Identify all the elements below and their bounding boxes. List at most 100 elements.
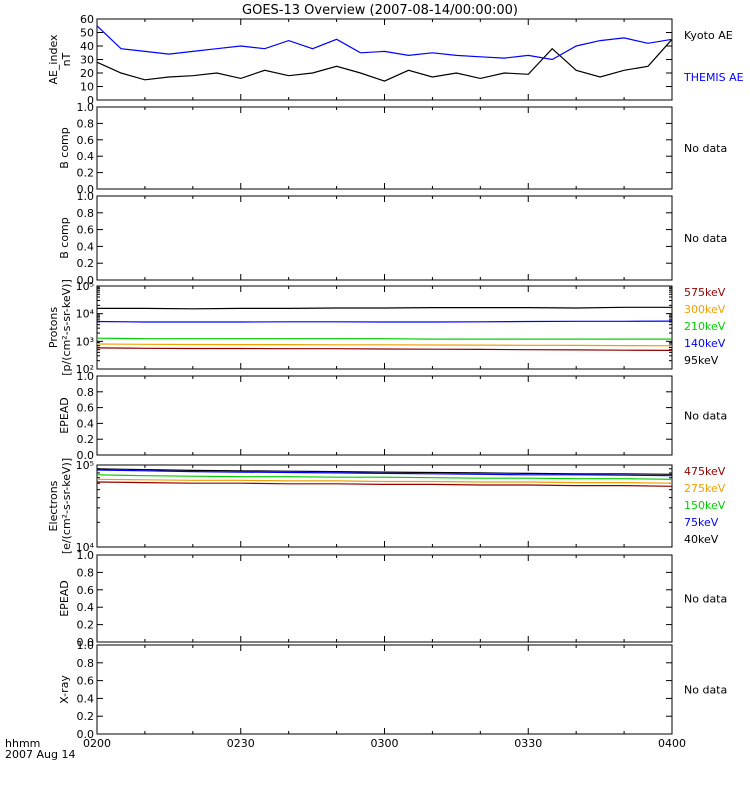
y-axis-label: [p/(cm²-s-sr-keV)]: [60, 279, 73, 376]
x-tick-label: 0330: [514, 737, 542, 750]
y-tick-label: 10: [80, 81, 94, 94]
series-line-kyoto-ae: [96, 38, 673, 82]
y-axis-label: AE_index: [47, 34, 60, 85]
series-line-140kev: [96, 320, 673, 323]
x-tick-label: 0400: [658, 737, 686, 750]
panel-frame: [96, 285, 673, 370]
legend-label-kyoto-ae: Kyoto AE: [684, 29, 733, 42]
legend-label-300kev: 300keV: [684, 303, 726, 316]
y-tick-label: 50: [80, 27, 94, 40]
y-tick-label: 20: [80, 67, 94, 80]
y-tick-label: 0.4: [77, 150, 95, 163]
y-axis-label: B comp: [58, 127, 71, 169]
no-data-label: No data: [684, 142, 727, 155]
y-tick-label: 0.0: [77, 274, 95, 287]
y-tick-label: 10⁵: [76, 459, 94, 472]
y-tick-label: 1.0: [77, 549, 95, 562]
y-axis-label: EPEAD: [58, 397, 71, 434]
y-tick-label: 30: [80, 54, 94, 67]
y-axis-label: Electrons: [47, 480, 60, 531]
panel-frame: [96, 375, 673, 456]
series-line-210kev: [96, 337, 672, 340]
y-tick-label: 1.0: [77, 370, 95, 383]
y-tick-label: 0.2: [77, 710, 95, 723]
panel-frame: [96, 106, 673, 190]
figure-title: GOES-13 Overview (2007-08-14/00:00:00): [242, 3, 518, 18]
time-axis-label-date: 2007 Aug 14: [5, 748, 75, 761]
y-tick-label: 0.8: [77, 566, 95, 579]
y-tick-label: 0.2: [77, 167, 95, 180]
no-data-label: No data: [684, 593, 727, 606]
y-tick-label: 0.0: [77, 636, 95, 649]
y-tick-label: 0.8: [77, 207, 95, 220]
legend-label-75kev: 75keV: [684, 516, 719, 529]
legend-label-575kev: 575keV: [684, 286, 726, 299]
y-tick-label: 10⁴: [76, 541, 95, 554]
panel-3: 0.0 0.2 0.4 0.6 0.8 1.0 B comp No data: [58, 190, 727, 287]
panel-6: 10⁴ 10⁵ Electrons [e/(cm²-s-sr-keV)] 475keV 2…: [47, 458, 726, 554]
y-axis-label: [e/(cm²-s-sr-keV)]: [60, 458, 73, 554]
series-line-475kev: [96, 481, 673, 487]
y-tick-label: 1.0: [77, 639, 95, 652]
series-line-275kev: [96, 478, 673, 484]
y-axis-label: EPEAD: [58, 580, 71, 617]
legend-label-40kev: 40keV: [684, 533, 719, 546]
legend-label-themis-ae: THEMIS AE: [683, 71, 744, 84]
y-tick-label: 1.0: [77, 190, 95, 203]
y-tick-label: 0.2: [77, 433, 95, 446]
y-tick-label: 0.4: [77, 240, 95, 253]
y-tick-label: 0.4: [77, 692, 95, 705]
y-tick-label: 60: [80, 13, 94, 26]
y-tick-label: 0.0: [77, 728, 95, 741]
y-tick-label: 0.4: [77, 601, 95, 614]
y-tick-label: 0.6: [77, 402, 95, 415]
panel-frame: [96, 554, 673, 643]
x-tick-label: 0300: [371, 737, 399, 750]
y-tick-label: 0.6: [77, 584, 95, 597]
y-tick-label: 0.0: [77, 449, 95, 462]
y-tick-label: 10³: [76, 335, 94, 348]
y-tick-label: 0.0: [77, 183, 95, 196]
y-tick-label: 0.8: [77, 117, 95, 130]
y-tick-label: 40: [80, 40, 94, 53]
y-tick-label: 1.0: [77, 101, 95, 114]
legend-label-150kev: 150keV: [684, 499, 726, 512]
y-tick-label: 0.8: [77, 657, 95, 670]
series-line-themis-ae: [96, 25, 673, 61]
series-line-150kev: [96, 474, 673, 480]
y-tick-label: 0.8: [77, 386, 95, 399]
legend-label-475kev: 475keV: [684, 465, 726, 478]
panel-frame: [96, 644, 673, 735]
y-tick-label: 0.6: [77, 134, 95, 147]
series-line-300kev: [96, 343, 673, 347]
y-tick-label: 0.6: [77, 224, 95, 237]
y-axis-label: X-ray: [58, 675, 71, 704]
panel-8: 0.0 0.2 0.4 0.6 0.8 1.0 X-ray No data: [58, 639, 727, 741]
legend-label-140kev: 140keV: [684, 337, 726, 350]
no-data-label: No data: [684, 410, 727, 423]
panel-7: 0.0 0.2 0.4 0.6 0.8 1.0 EPEAD No data: [58, 549, 727, 649]
y-axis-label: Protons: [47, 307, 60, 348]
y-tick-label: 10²: [76, 363, 94, 376]
no-data-label: No data: [684, 232, 727, 245]
y-tick-label: 0: [87, 94, 94, 107]
series-line-95kev: [97, 306, 672, 310]
y-axis-label: B comp: [58, 217, 71, 259]
panel-5: 0.0 0.2 0.4 0.6 0.8 1.0 EPEAD No data: [58, 370, 727, 462]
legend-label-275kev: 275keV: [684, 482, 726, 495]
x-tick-label: 0230: [227, 737, 255, 750]
series-line-40kev: [96, 468, 673, 475]
time-axis-label-hhmm: hhmm: [5, 737, 40, 750]
panel-frame: [96, 18, 673, 101]
series-line-575kev: [96, 347, 673, 351]
legend-label-95kev: 95keV: [684, 354, 719, 367]
y-tick-label: 0.2: [77, 619, 95, 632]
y-tick-label: 0.6: [77, 675, 95, 688]
series-line-75kev: [96, 469, 673, 477]
y-tick-label: 0.4: [77, 417, 95, 430]
y-tick-label: 10⁴: [76, 308, 95, 321]
panel-2: 0.0 0.2 0.4 0.6 0.8 1.0 B comp No data: [58, 101, 727, 196]
panel-4: 10² 10³ 10⁴ 10⁵ Protons [p/(cm²-s-sr-keV)] 575…: [47, 279, 726, 376]
legend-label-210kev: 210keV: [684, 320, 726, 333]
